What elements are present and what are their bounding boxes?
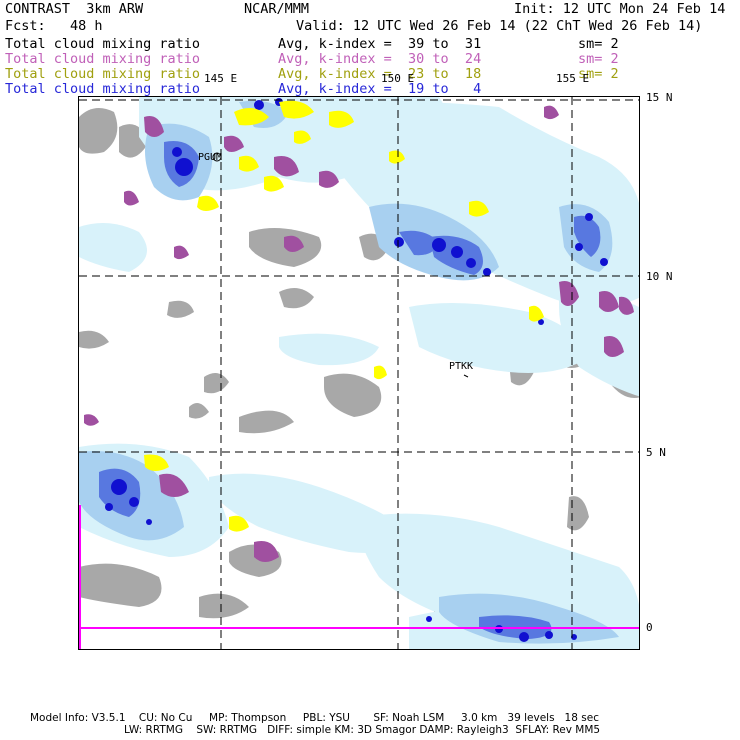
forecast-hour: Fcst: 48 h xyxy=(5,18,103,34)
model-info-line-2: LW: RRTMG SW: RRTMG DIFF: simple KM: 3D … xyxy=(124,724,601,736)
dark-blue-cores xyxy=(105,98,608,642)
lat-label-10n: 10 N xyxy=(646,270,673,283)
lat-label-0: 0 xyxy=(646,621,653,634)
magenta-clouds xyxy=(84,105,634,562)
field-sm-2: sm= 2 xyxy=(578,51,619,67)
field-name-2: Total cloud mixing ratio xyxy=(5,51,201,67)
domain-boundary xyxy=(79,505,639,649)
field-range-2: Avg, k-index = 30 to 24 xyxy=(278,51,482,67)
model-title: CONTRAST 3km ARW xyxy=(5,1,144,17)
lat-label-15n: 15 N xyxy=(646,91,673,104)
field-sm-3: sm= 2 xyxy=(578,66,619,82)
lon-label-150: 150 E xyxy=(381,72,415,85)
valid-time: Valid: 12 UTC Wed 26 Feb 14 (22 ChT Wed … xyxy=(296,18,703,34)
center-label: NCAR/MMM xyxy=(244,1,310,17)
field-range-3: Avg, k-index = 23 to 18 xyxy=(278,66,482,82)
station-ptkk-label: PTKK xyxy=(449,361,474,372)
cloud-field-svg xyxy=(79,97,639,649)
field-sm-1: sm= 2 xyxy=(578,36,619,52)
model-info-line-1: Model Info: V3.5.1 CU: No Cu MP: Thompso… xyxy=(30,712,599,724)
init-time: Init: 12 UTC Mon 24 Feb 14 xyxy=(514,1,726,17)
field-name-4: Total cloud mixing ratio xyxy=(5,81,201,97)
lon-label-145: 145 E xyxy=(204,72,238,85)
station-pgum-label: PGUM xyxy=(198,152,223,163)
field-range-1: Avg, k-index = 39 to 31 xyxy=(278,36,482,52)
lat-label-5n: 5 N xyxy=(646,446,666,459)
field-name-3: Total cloud mixing ratio xyxy=(5,66,201,82)
cloud-map-panel: PGUM PTKK xyxy=(78,96,640,650)
yellow-clouds xyxy=(144,100,544,532)
lon-label-155: 155 E xyxy=(556,72,590,85)
field-name-1: Total cloud mixing ratio xyxy=(5,36,201,52)
station-markers xyxy=(212,152,469,378)
field-range-4: Avg, k-index = 19 to 4 xyxy=(278,81,482,97)
